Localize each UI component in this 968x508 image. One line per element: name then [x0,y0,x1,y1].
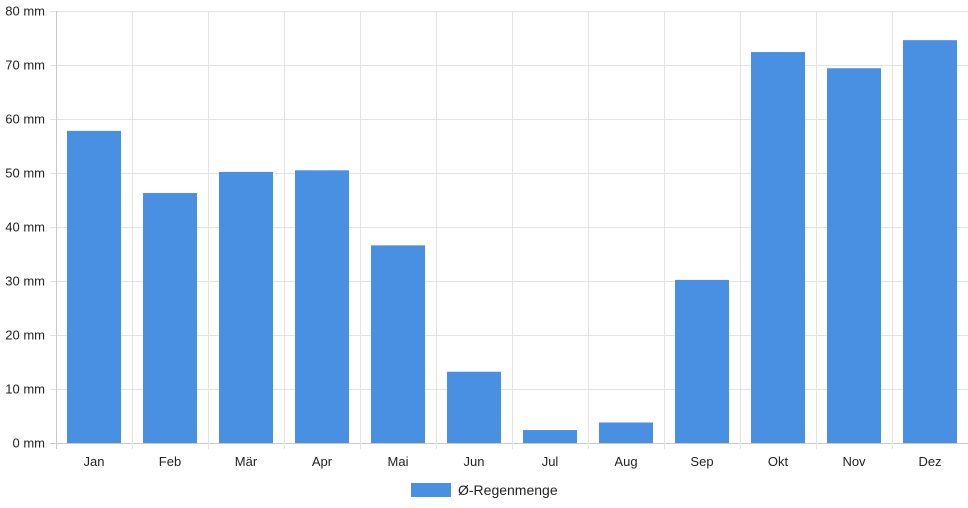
y-tick-label: 10 mm [5,382,45,397]
x-tick-label: Nov [842,454,866,469]
bar-feb[interactable] [143,192,197,443]
grid-lines [50,11,968,449]
y-tick-label: 20 mm [5,328,45,343]
bar-mär[interactable] [219,171,273,444]
x-tick-label: Feb [159,454,181,469]
y-tick-label: 0 mm [13,436,46,451]
x-tick-label: Apr [312,454,333,469]
y-tick-label: 70 mm [5,58,45,73]
bar-aug[interactable] [599,422,653,443]
bar-jun[interactable] [447,371,501,443]
bar-jan[interactable] [67,130,121,443]
y-axis-ticks: 0 mm 10 mm 20 mm 30 mm 40 mm 50 mm 60 mm 70 mm 8… [5,4,45,451]
y-tick-label: 80 mm [5,4,45,19]
y-tick-label: 40 mm [5,220,45,235]
legend-swatch[interactable] [411,483,451,497]
bar-dez[interactable] [903,40,957,443]
bar-nov[interactable] [827,68,881,444]
bar-jul[interactable] [523,430,577,443]
y-tick-label: 30 mm [5,274,45,289]
x-tick-label: Okt [768,454,789,469]
bar-mai[interactable] [371,245,425,443]
x-tick-label: Dez [918,454,941,469]
legend-label[interactable]: Ø-Regenmenge [458,482,558,498]
bars-group [67,40,957,444]
y-tick-label: 60 mm [5,112,45,127]
bar-sep[interactable] [675,279,729,443]
x-tick-label: Mär [235,454,258,469]
x-tick-label: Sep [690,454,713,469]
bar-apr[interactable] [295,170,349,444]
x-tick-label: Mai [388,454,409,469]
y-tick-label: 50 mm [5,166,45,181]
x-axis-ticks: Jan Feb Mär Apr Mai Jun Jul Aug Sep Okt Nov Dez [84,454,942,469]
legend[interactable]: Ø-Regenmenge [411,482,558,498]
x-tick-label: Aug [614,454,637,469]
x-tick-label: Jul [542,454,559,469]
x-tick-label: Jan [84,454,105,469]
x-tick-label: Jun [464,454,485,469]
bar-okt[interactable] [751,52,805,443]
